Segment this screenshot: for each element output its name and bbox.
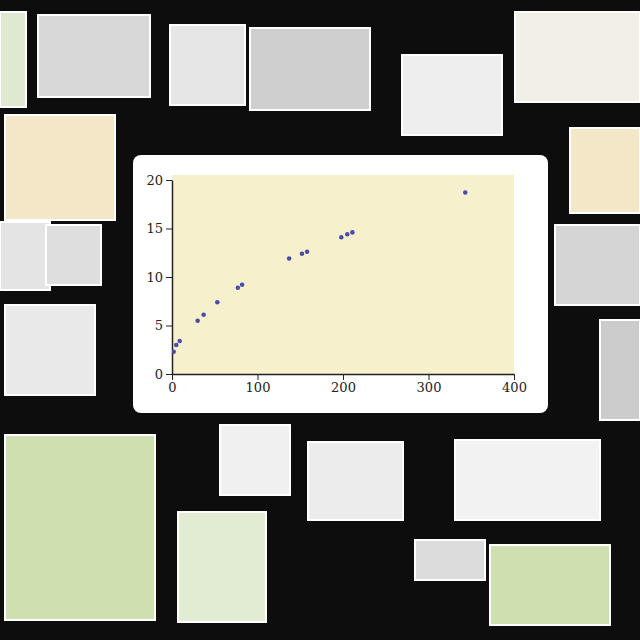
x-tick-label: 100 [246,380,271,395]
point [240,283,245,288]
point [174,343,179,348]
collage-panel [570,128,640,213]
x-tick: 400 [502,374,527,395]
collage-panel [308,442,403,520]
collage-panel [490,545,610,625]
point [339,235,344,240]
y-tick-mark [166,180,172,181]
collage-panel [0,222,50,290]
point [177,339,182,344]
collage-panel [5,305,95,395]
x-tick: 0 [168,374,176,395]
x-tick-mark [429,374,430,380]
y-tick: 20 [146,173,172,188]
y-tick-label: 0 [155,367,163,382]
collage-panel [515,12,640,102]
x-tick-label: 300 [417,380,442,395]
point [305,250,310,255]
y-tick-mark [166,326,172,327]
background [0,0,640,640]
point [215,300,220,305]
x-tick-mark [514,374,515,380]
x-tick: 300 [417,374,442,395]
collage-panel [555,225,640,305]
collage-panel [46,225,101,285]
collage-panel [600,320,640,420]
y-tick-label: 5 [155,318,163,333]
y-tick: 0 [155,367,172,382]
points [172,190,468,354]
y-axis: 0 5 10 15 20 [146,173,172,382]
x-axis: 0 100 200 300 400 [168,374,527,395]
y-tick-mark [166,229,172,230]
point [287,256,292,261]
x-tick-label: 200 [331,380,356,395]
point [236,285,241,290]
y-tick-label: 20 [146,173,163,188]
collage-panel [178,512,266,622]
collage-panel [38,15,150,97]
collage-panel [170,25,245,105]
y-tick: 10 [146,270,172,285]
x-tick-mark [172,374,173,380]
collage-panel [250,28,370,110]
y-tick-label: 15 [146,221,163,236]
point [350,230,355,235]
x-tick-label: 400 [502,380,527,395]
y-tick: 5 [155,318,172,333]
y-tick-label: 10 [146,270,163,285]
point [345,232,350,237]
point [201,313,206,318]
collage-panel [0,12,26,107]
plot-background [172,175,514,374]
collage [0,0,640,640]
y-tick: 15 [146,221,172,236]
collage-panel [5,435,155,620]
x-tick-mark [258,374,259,380]
point [172,349,176,354]
collage-panel [220,425,290,495]
point [463,190,468,195]
x-tick: 200 [331,374,356,395]
collage-panel [402,55,502,135]
collage-panel [5,115,115,220]
collage-panel [415,540,485,580]
canvas: 0 100 200 300 400 0 5 10 15 20 [0,0,640,640]
chart-panel [133,155,548,413]
y-tick-mark [166,374,172,375]
x-tick-mark [343,374,344,380]
y-tick-mark [166,277,172,278]
x-tick: 100 [246,374,271,395]
point [300,251,305,256]
x-tick-label: 0 [168,380,176,395]
collage-panel [455,440,600,520]
point [195,318,200,323]
